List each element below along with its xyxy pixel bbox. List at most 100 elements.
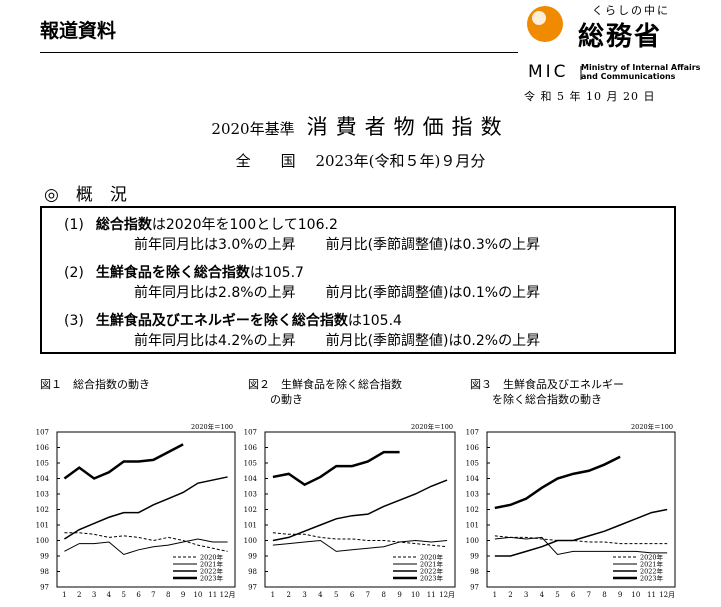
x-tick-label: 7	[587, 591, 591, 599]
x-tick-label: 10	[631, 591, 640, 599]
summary-item: (2) 生鮮食品を除く総合指数は105.7 前年同月比は2.8%の上昇 前月比(季節調…	[64, 262, 540, 302]
section-heading: ◎ 概 況	[44, 185, 127, 205]
legend-label: 2022年	[640, 567, 664, 576]
y-tick-label: 106	[36, 444, 50, 452]
y-tick-label: 101	[36, 522, 49, 530]
item-text: は2020年を100として106.2	[151, 217, 338, 233]
x-tick-label: 6	[571, 591, 576, 599]
date: 令 和 5 年 10 月 20 日	[524, 90, 656, 103]
x-tick-label: 11	[427, 591, 436, 599]
x-tick-label: 3	[524, 591, 528, 599]
x-tick-label: 10	[411, 591, 420, 599]
series-line	[272, 532, 448, 548]
series-line	[64, 538, 228, 556]
y-tick-label: 104	[466, 475, 480, 483]
y-tick-label: 107	[244, 429, 257, 437]
y-tick-label: 103	[244, 491, 257, 499]
legend-label: 2023年	[200, 574, 224, 583]
y-tick-label: 105	[244, 460, 257, 468]
title: 2020年基準 消費者物価指数	[0, 111, 721, 141]
x-tick-label: 1	[62, 591, 66, 599]
title-main: 消費者物価指数	[306, 115, 510, 139]
item-yoy: 前年同月比は4.2%の上昇	[134, 333, 296, 349]
series-line	[63, 443, 184, 480]
y-tick-label: 103	[466, 491, 479, 499]
x-tick-label: 7	[151, 591, 155, 599]
y-tick-label: 99	[470, 553, 479, 561]
summary-line: (2) 生鮮食品を除く総合指数は105.7	[64, 262, 540, 282]
item-mom: 前月比(季節調整値)は0.3%の上昇	[325, 237, 541, 253]
title-base: 2020年基準	[211, 120, 295, 138]
item-number: (3)	[64, 313, 84, 329]
x-tick-label: 4	[540, 591, 545, 599]
legend-label: 2023年	[420, 574, 444, 583]
subtitle: 全 国 2023年(令和５年)９月分	[235, 152, 486, 170]
y-tick-label: 97	[40, 584, 49, 592]
x-tick-label: 5	[334, 591, 338, 599]
legend-label: 2021年	[640, 560, 664, 569]
y-tick-label: 100	[244, 537, 257, 545]
tagline: くらしの中に	[592, 4, 670, 17]
x-tick-label: 6	[350, 591, 355, 599]
series-line	[272, 450, 400, 487]
item-mom: 前月比(季節調整値)は0.1%の上昇	[325, 285, 541, 301]
x-tick-label: 11	[208, 591, 217, 599]
summary-item: (3) 生鮮食品及びエネルギーを除く総合指数は105.4 前年同月比は4.2%の上昇…	[64, 310, 540, 350]
x-tick-label: 9	[618, 591, 622, 599]
y-tick-label: 105	[466, 460, 479, 468]
y-tick-label: 101	[466, 522, 479, 530]
y-tick-label: 107	[36, 429, 49, 437]
x-tick-label: 12月	[220, 591, 236, 599]
y-tick-label: 98	[40, 568, 49, 576]
summary-line: (3) 生鮮食品及びエネルギーを除く総合指数は105.4	[64, 310, 540, 330]
chart-title: を除く総合指数の動き	[492, 392, 602, 406]
summary-item: (1) 総合指数は2020年を100として106.2 前年同月比は3.0%の上昇 前月…	[64, 214, 540, 254]
item-name: 生鮮食品及びエネルギーを除く総合指数	[95, 313, 348, 329]
y-tick-label: 102	[466, 506, 479, 514]
chart: 図３ 生鮮食品及びエネルギーを除く総合指数の動き2020年＝1009798991…	[466, 377, 676, 599]
x-tick-label: 2	[287, 591, 291, 599]
x-tick-label: 5	[555, 591, 559, 599]
y-tick-label: 98	[470, 568, 479, 576]
item-yoy: 前年同月比は2.8%の上昇	[134, 285, 296, 301]
summary-line: 前年同月比は2.8%の上昇 前月比(季節調整値)は0.1%の上昇	[134, 282, 540, 302]
x-tick-label: 3	[92, 591, 96, 599]
header-rule	[40, 52, 518, 53]
x-tick-label: 9	[181, 591, 185, 599]
item-text: は105.7	[249, 265, 304, 281]
legend-label: 2022年	[200, 567, 224, 576]
legend-label: 2020年	[200, 553, 224, 562]
series-line	[64, 476, 228, 540]
x-tick-label: 2	[77, 591, 81, 599]
y-tick-label: 100	[36, 537, 49, 545]
series-line	[494, 535, 668, 545]
chart-note: 2020年＝100	[191, 422, 233, 431]
summary-line: 前年同月比は3.0%の上昇 前月比(季節調整値)は0.3%の上昇	[134, 234, 540, 254]
chart-note: 2020年＝100	[631, 422, 673, 431]
x-tick-label: 3	[302, 591, 306, 599]
x-tick-label: 9	[397, 591, 401, 599]
x-tick-label: 4	[107, 591, 112, 599]
chart-title: 図３ 生鮮食品及びエネルギー	[470, 377, 624, 391]
x-tick-label: 8	[382, 591, 386, 599]
x-tick-label: 4	[318, 591, 323, 599]
y-tick-label: 104	[36, 475, 50, 483]
mic: MIC	[528, 62, 569, 82]
item-mom: 前月比(季節調整値)は0.2%の上昇	[325, 333, 541, 349]
legend-label: 2021年	[420, 560, 444, 569]
y-tick-label: 100	[466, 537, 479, 545]
item-number: (1)	[64, 217, 84, 233]
x-tick-label: 12月	[439, 591, 455, 599]
y-tick-label: 99	[248, 553, 257, 561]
legend-label: 2022年	[420, 567, 444, 576]
y-tick-label: 99	[40, 553, 49, 561]
y-tick-label: 97	[248, 584, 257, 592]
x-tick-label: 7	[366, 591, 370, 599]
x-tick-label: 12月	[659, 591, 675, 599]
x-tick-label: 1	[271, 591, 275, 599]
y-tick-label: 106	[466, 444, 480, 452]
y-tick-label: 98	[248, 568, 257, 576]
en-line: and Communications	[581, 72, 676, 81]
item-name: 総合指数	[95, 217, 152, 233]
